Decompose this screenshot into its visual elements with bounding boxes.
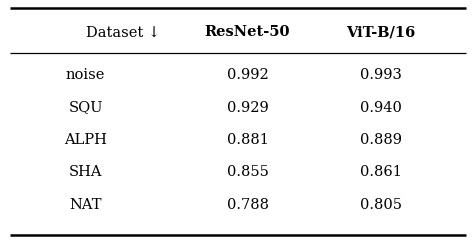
- Text: NAT: NAT: [69, 198, 102, 212]
- Text: 0.889: 0.889: [360, 133, 402, 147]
- Text: 0.855: 0.855: [227, 166, 268, 179]
- Text: ResNet-50: ResNet-50: [205, 26, 290, 40]
- Text: 0.881: 0.881: [227, 133, 268, 147]
- Text: 0.993: 0.993: [360, 68, 402, 82]
- Text: 0.861: 0.861: [360, 166, 402, 179]
- Text: noise: noise: [66, 68, 105, 82]
- Text: Dataset ↓: Dataset ↓: [86, 26, 160, 40]
- Text: SQU: SQU: [69, 100, 103, 114]
- Text: ViT-B/16: ViT-B/16: [346, 26, 416, 40]
- Text: SHA: SHA: [69, 166, 102, 179]
- Text: 0.805: 0.805: [360, 198, 402, 212]
- Text: 0.940: 0.940: [360, 100, 402, 114]
- Text: 0.929: 0.929: [227, 100, 268, 114]
- Text: ALPH: ALPH: [64, 133, 107, 147]
- Text: 0.992: 0.992: [227, 68, 268, 82]
- Text: 0.788: 0.788: [227, 198, 268, 212]
